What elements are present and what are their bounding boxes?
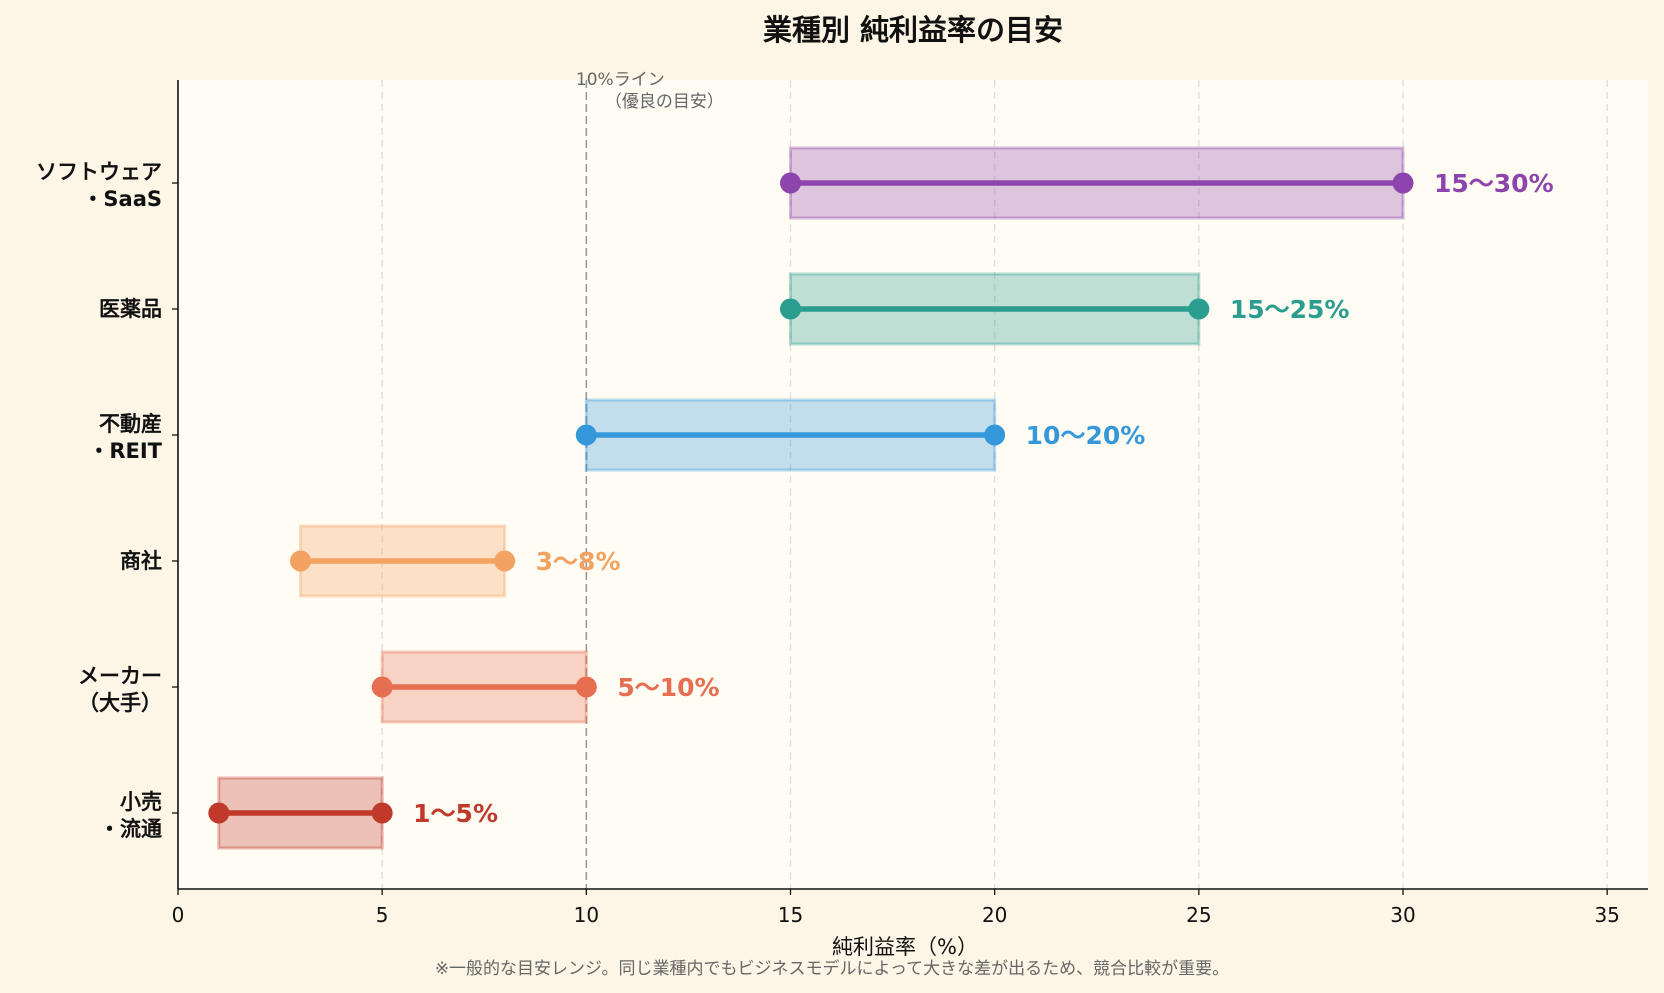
category-label: ソフトウェア [36,160,162,184]
reference-line-group: 10%ライン （優良の目安） [576,70,724,889]
x-tick-label: 30 [1390,903,1415,927]
category-label: ・REIT [88,439,162,463]
range-low-point [208,802,230,824]
range-high-point [984,424,1006,446]
range-high-point [1392,172,1414,194]
x-axis-label: 純利益率（%） [832,935,978,959]
category-label: 医薬品 [99,297,162,321]
category-label: ・流通 [99,817,162,841]
range-high-point [371,802,393,824]
range-high-point [575,676,597,698]
range-value-label: 3〜8% [536,547,621,576]
x-tick-label: 35 [1594,903,1619,927]
range-low-point [780,298,801,320]
category-label: 不動産 [99,412,162,436]
category-label: （大手） [78,691,162,715]
range-high-point [494,550,516,572]
range-bar-group: 3〜8% [290,524,621,598]
x-tick-labels: 0 5 10 15 20 25 30 35 [172,903,1620,927]
range-high-point [1188,298,1210,320]
x-tick-label: 0 [172,903,185,927]
range-bars: 15〜30% 15〜25% 10〜20% 3〜8% 5〜10% 1〜5% [208,146,1554,850]
range-value-label: 5〜10% [617,673,719,702]
x-tick-label: 15 [778,903,803,927]
category-label: メーカー [78,664,162,688]
x-tick-label: 5 [376,903,389,927]
range-bar-group: 10〜20% [575,398,1146,472]
x-tick-label: 25 [1186,903,1211,927]
range-bar-group: 5〜10% [371,650,720,724]
range-value-label: 15〜30% [1434,169,1554,198]
axes [172,80,1648,895]
reference-label-line2: （優良の目安） [605,92,724,112]
x-tick-label: 10 [574,903,599,927]
range-value-label: 1〜5% [413,799,498,828]
x-tick-label: 20 [982,903,1007,927]
range-value-label: 15〜25% [1230,295,1350,324]
range-bar-group: 15〜25% [780,272,1350,346]
footnote: ※一般的な目安レンジ。同じ業種内でもビジネスモデルによって大きな差が出るため、競… [435,958,1229,979]
category-label: ・SaaS [82,187,162,211]
category-label: 商社 [120,549,162,573]
reference-label-line1: 10%ライン [576,70,665,90]
category-label: 小売 [120,790,162,814]
range-low-point [780,172,801,194]
range-bar-group: 1〜5% [208,776,498,850]
range-bar-group: 15〜30% [780,146,1554,220]
range-low-point [290,550,311,572]
range-low-point [575,424,597,446]
chart-title: 業種別 純利益率の目安 [763,13,1063,47]
range-low-point [371,676,393,698]
range-value-label: 10〜20% [1026,421,1146,450]
